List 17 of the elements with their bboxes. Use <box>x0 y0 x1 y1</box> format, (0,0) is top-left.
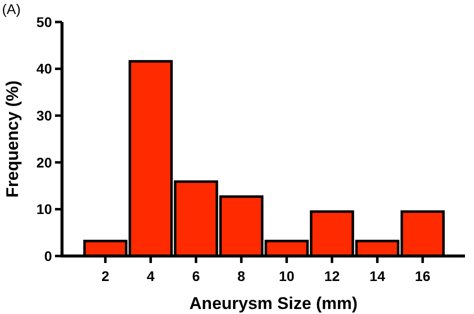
x-tick-label: 10 <box>278 268 295 284</box>
x-tick-label: 14 <box>370 268 386 284</box>
y-axis-title: Frequency (%) <box>3 80 22 198</box>
x-tick-label: 6 <box>192 268 200 284</box>
y-tick-label: 20 <box>36 154 52 170</box>
y-tick-label: 0 <box>44 248 52 264</box>
y-tick-label: 10 <box>36 201 52 218</box>
x-tick-label: 12 <box>324 268 340 284</box>
y-tick-label: 30 <box>36 108 52 124</box>
text: (A) <box>2 1 21 17</box>
x-tick-label: 2 <box>101 268 110 284</box>
x-axis-title: Aneurysm Size (mm) <box>189 294 358 313</box>
x-tick-label: 16 <box>414 268 431 284</box>
y-tick-label: 50 <box>36 14 52 30</box>
x-tick-label: 8 <box>237 268 246 284</box>
x-tick-label: 4 <box>146 268 155 284</box>
y-tick-label: 40 <box>36 60 52 77</box>
